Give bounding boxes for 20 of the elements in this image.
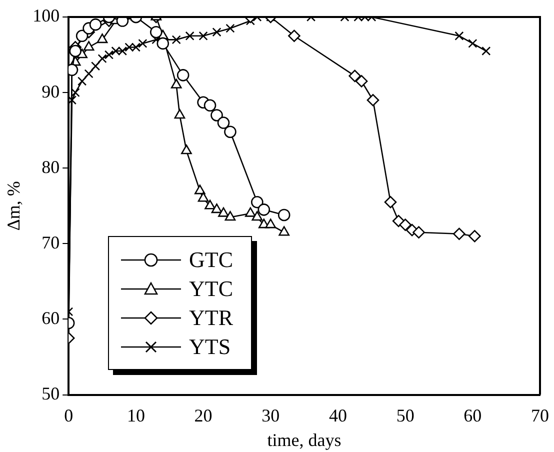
x-tick-label: 40 — [328, 405, 347, 426]
x-tick-label: 60 — [464, 405, 482, 426]
y-axis-title: Δm, % — [4, 181, 24, 231]
y-tick-label: 60 — [42, 308, 60, 328]
x-tick-label: 30 — [262, 405, 280, 426]
y-tick-label: 50 — [42, 384, 60, 404]
legend-label: YTR — [189, 304, 233, 332]
x-tick-label: 70 — [531, 405, 549, 426]
legend-label: YTS — [189, 333, 231, 361]
y-tick-label: 100 — [32, 6, 60, 26]
legend-label: YTC — [189, 275, 233, 303]
y-tick-label: 80 — [42, 156, 60, 177]
x-tick-label: 0 — [64, 405, 74, 426]
y-tick-label: 90 — [42, 81, 60, 102]
x-axis-title: time, days — [267, 430, 342, 450]
x-tick-label: 20 — [194, 405, 212, 426]
y-tick-label: 70 — [42, 232, 60, 252]
legend-label: GTC — [189, 246, 233, 274]
x-tick-label: 10 — [126, 405, 145, 426]
x-tick-label: 50 — [396, 405, 414, 426]
